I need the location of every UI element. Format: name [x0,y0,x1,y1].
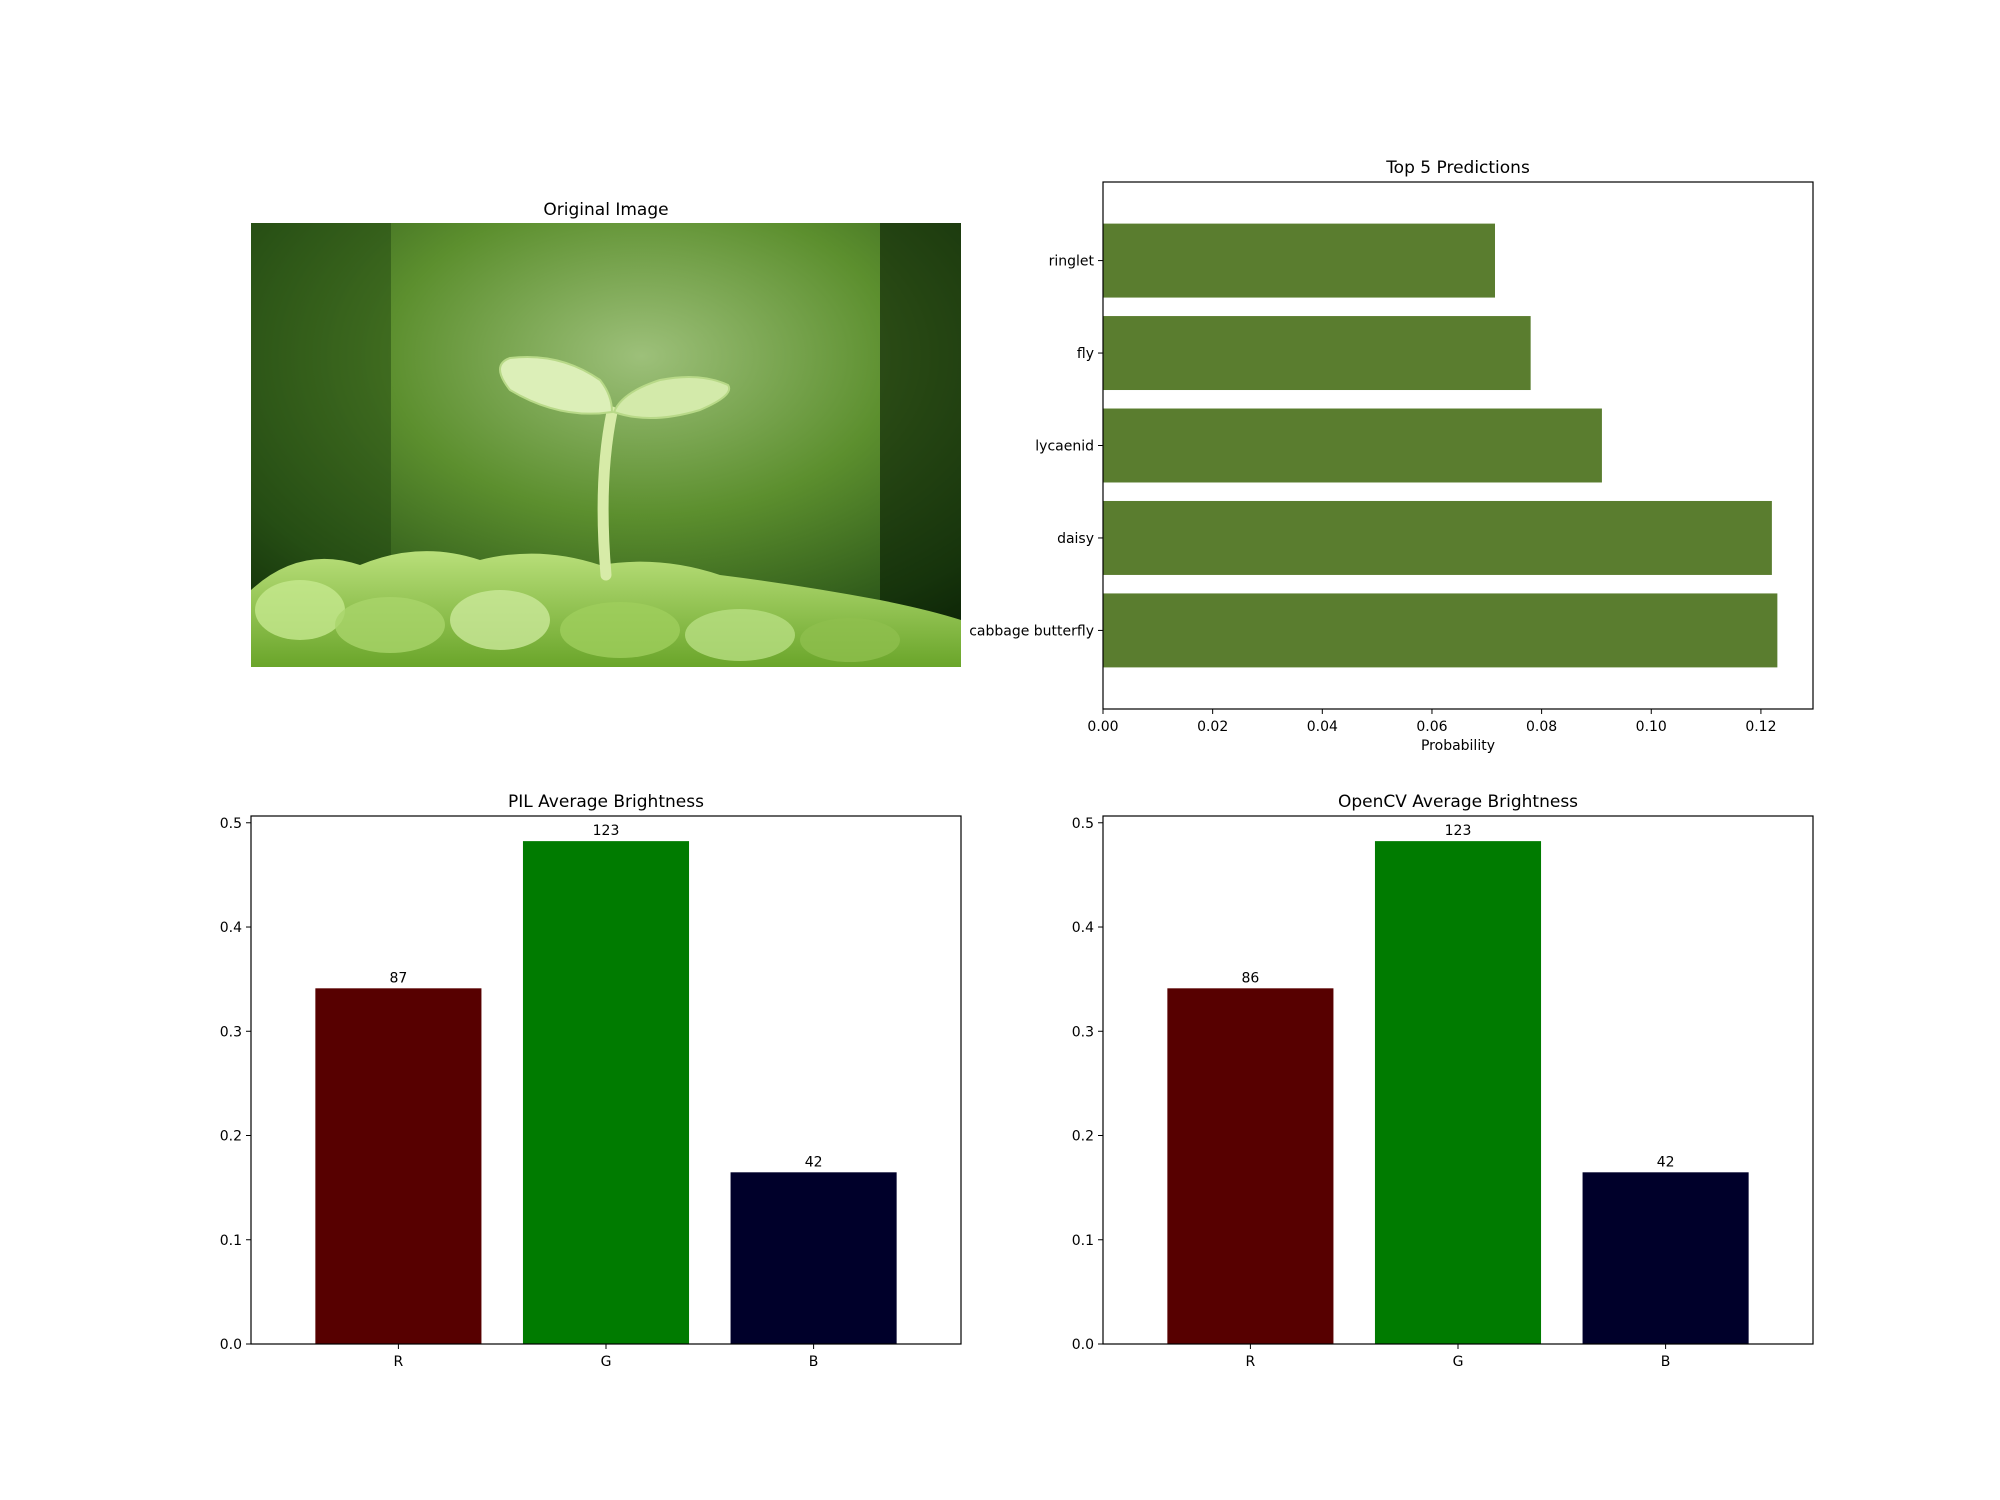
brightness-bar [315,988,482,1344]
x-tick-label: 0.08 [1526,719,1557,735]
x-axis-label: Probability [1421,738,1495,754]
prediction-bar [1103,593,1778,668]
pil-brightness-chart: PIL Average Brightness 87 123 42 R G B 0.0 0.1… [220,792,962,1370]
y-tick-label: 0.1 [1072,1233,1094,1249]
prediction-bar [1103,500,1772,575]
x-tick-label: G [601,1354,612,1370]
brightness-bar [1167,988,1334,1344]
brightness-bar [522,841,690,1344]
original-image-panel: Original Image [251,200,961,667]
prediction-bar [1103,223,1496,298]
y-tick-label: 0.4 [1072,920,1094,936]
chart-title: OpenCV Average Brightness [1338,792,1578,812]
y-tick-label: 0.5 [1072,816,1094,832]
x-tick-label: R [1246,1354,1256,1370]
y-tick-label: 0.0 [220,1337,242,1353]
y-tick-label: 0.3 [1072,1024,1094,1040]
y-tick-label: 0.4 [220,920,242,936]
brightness-bar [730,1172,897,1344]
image-title: Original Image [543,200,668,220]
brightness-bar [1374,841,1542,1344]
bar-value-label: 123 [593,823,620,839]
chart-title: Top 5 Predictions [1385,158,1530,178]
y-tick-label: 0.5 [220,816,242,832]
y-tick-label: daisy [1057,531,1094,547]
x-tick-label: 0.10 [1636,719,1667,735]
x-tick-label: G [1453,1354,1464,1370]
chart-title: PIL Average Brightness [508,792,704,812]
plot-frame [250,815,962,1345]
opencv-brightness-chart: OpenCV Average Brightness 86 123 42 R G B 0.0… [1072,792,1814,1370]
bar-value-label: 123 [1445,823,1472,839]
seedling-photo [251,223,961,667]
x-tick-label: B [1661,1354,1671,1370]
y-tick-label: fly [1077,346,1094,362]
y-tick-label: 0.0 [1072,1337,1094,1353]
y-tick-label: 0.1 [220,1233,242,1249]
top5-predictions-chart: Top 5 Predictions cabbage butterfly daisy… [969,158,1814,754]
bar-value-label: 42 [805,1154,823,1170]
x-tick-label: R [394,1354,404,1370]
bar-value-label: 87 [389,970,407,986]
bar-value-label: 42 [1657,1154,1675,1170]
plot-frame [1102,181,1814,710]
y-tick-label: 0.3 [220,1024,242,1040]
x-tick-label: 0.00 [1087,719,1118,735]
x-tick-label: 0.06 [1416,719,1447,735]
y-tick-label: 0.2 [1072,1129,1094,1145]
y-tick-label: 0.2 [220,1129,242,1145]
prediction-bar [1103,408,1602,483]
plot-frame [1102,815,1814,1345]
x-tick-label: 0.02 [1197,719,1228,735]
bar-value-label: 86 [1241,970,1259,986]
y-tick-label: lycaenid [1035,439,1094,455]
y-tick-label: cabbage butterfly [969,623,1094,639]
brightness-bar [1582,1172,1749,1344]
prediction-bar [1103,316,1531,391]
x-tick-label: B [809,1354,819,1370]
y-tick-label: ringlet [1049,254,1095,270]
x-tick-label: 0.12 [1745,719,1776,735]
x-tick-label: 0.04 [1307,719,1338,735]
